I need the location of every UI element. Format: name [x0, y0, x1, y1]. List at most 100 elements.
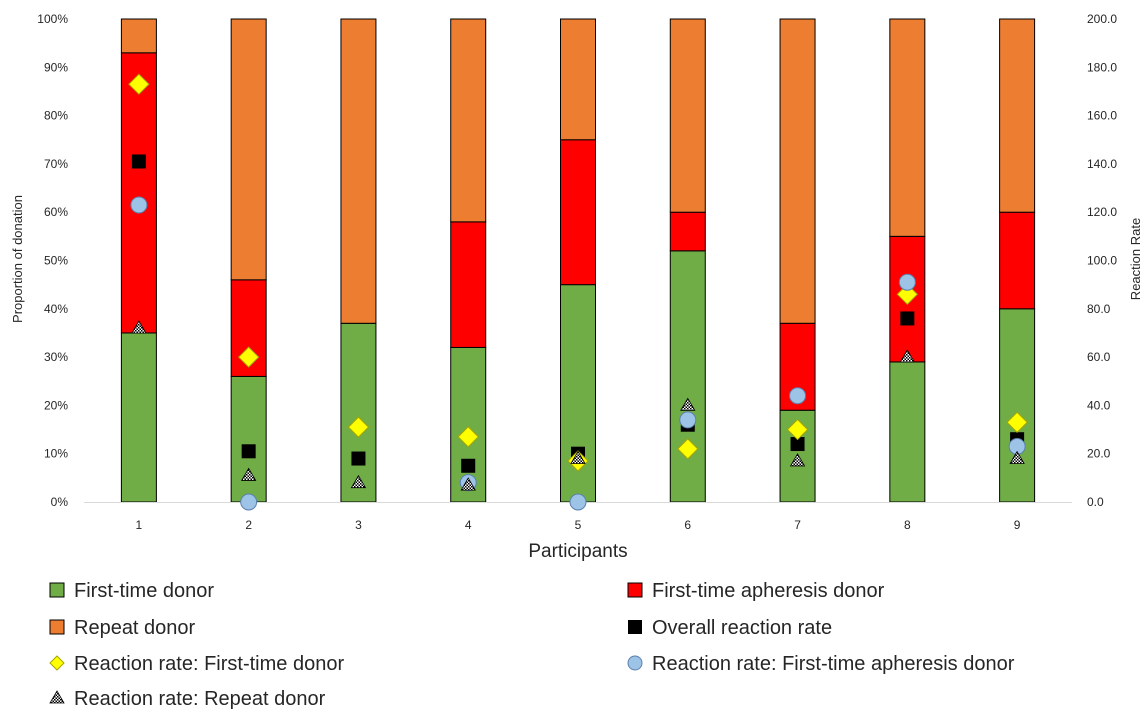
- legend-label: Repeat donor: [74, 617, 196, 639]
- y2-tick-label: 40.0: [1087, 398, 1111, 412]
- marker-reaction-rate-repeat-donor: [789, 453, 806, 467]
- y-tick-label: 40%: [44, 302, 68, 316]
- legend-swatch-repeat-donor: [49, 619, 65, 635]
- marker-reaction-rate-repeat-donor: [131, 320, 147, 334]
- bar-repeat-donor: [450, 18, 487, 223]
- y-tick-label: 80%: [44, 109, 68, 123]
- x-tick-label: 3: [355, 518, 362, 532]
- y-axis-title: Proportion of donation: [10, 195, 25, 323]
- marker-reaction-rate-repeat-donor: [350, 474, 367, 489]
- bar-first-time-apheresis-donor: [120, 52, 157, 334]
- y2-tick-label: 200.0: [1087, 12, 1117, 26]
- marker-reaction-rate-repeat-donor: [1009, 450, 1025, 464]
- bar-first-time-donor: [999, 308, 1036, 503]
- marker-reaction-rate-repeat-donor: [240, 467, 257, 481]
- x-tick-label: 1: [136, 518, 143, 532]
- x-tick-label: 7: [794, 518, 801, 532]
- legend-label: First-time apheresis donor: [652, 580, 885, 602]
- marker-reaction-rate-first-time-donor: [237, 346, 260, 368]
- bar-repeat-donor: [669, 18, 706, 213]
- legend-symbol-reaction-rate-repeat-donor: [49, 690, 65, 704]
- marker-reaction-rate-repeat-donor: [899, 349, 916, 363]
- y-tick-label: 0%: [51, 495, 69, 509]
- bar-first-time-donor: [230, 375, 267, 503]
- marker-overall-reaction-rate: [351, 451, 366, 466]
- marker-reaction-rate-first-time-apheresis-donor: [240, 493, 258, 511]
- x-tick-label: 4: [465, 518, 472, 532]
- y2-tick-label: 80.0: [1087, 302, 1111, 316]
- bar-first-time-donor: [889, 361, 926, 503]
- x-axis-title: Participants: [528, 541, 627, 562]
- y-tick-label: 70%: [44, 157, 68, 171]
- legend-label: Reaction rate: Repeat donor: [74, 688, 326, 710]
- marker-reaction-rate-first-time-donor: [457, 426, 479, 448]
- y2-tick-label: 180.0: [1087, 60, 1117, 74]
- x-tick-label: 5: [575, 518, 582, 532]
- bar-first-time-apheresis-donor: [999, 211, 1036, 310]
- markers: [128, 73, 1028, 511]
- bar-first-time-apheresis-donor: [669, 211, 706, 252]
- y2-tick-label: 0.0: [1087, 495, 1104, 509]
- legend-label: Overall reaction rate: [652, 617, 832, 639]
- x-tick-label: 6: [684, 518, 691, 532]
- bar-repeat-donor: [889, 18, 926, 237]
- y2-tick-label: 140.0: [1087, 157, 1117, 171]
- y-tick-label: 20%: [44, 398, 68, 412]
- marker-reaction-rate-first-time-donor: [347, 416, 370, 438]
- y2-axis-title: Reaction Rate: [1128, 218, 1143, 300]
- marker-reaction-rate-first-time-donor: [677, 438, 699, 460]
- y2-tick-label: 160.0: [1087, 109, 1117, 123]
- marker-reaction-rate-first-time-donor: [786, 418, 809, 441]
- y2-tick-label: 60.0: [1087, 350, 1111, 364]
- y-axis-ticks: 0% 10% 20% 30% 40% 50% 60% 70% 80% 90% 100%: [37, 12, 68, 509]
- legend-label: Reaction rate: First-time apheresis dono…: [652, 653, 1015, 675]
- y2-tick-label: 100.0: [1087, 254, 1117, 268]
- marker-overall-reaction-rate: [900, 311, 915, 326]
- marker-reaction-rate-first-time-donor: [128, 73, 150, 95]
- bar-first-time-apheresis-donor: [779, 322, 816, 411]
- marker-reaction-rate-repeat-donor: [460, 477, 476, 491]
- y-tick-label: 50%: [44, 254, 68, 268]
- bar-first-time-apheresis-donor: [889, 235, 926, 363]
- bar-repeat-donor: [340, 18, 377, 324]
- y2-tick-label: 20.0: [1087, 447, 1111, 461]
- y2-tick-label: 120.0: [1087, 205, 1117, 219]
- marker-reaction-rate-first-time-apheresis-donor: [898, 273, 916, 291]
- bar-repeat-donor: [999, 18, 1036, 213]
- marker-reaction-rate-first-time-apheresis-donor: [569, 493, 587, 511]
- x-axis-ticks: 1 2 3 4 5 6 7 8 9: [136, 518, 1021, 532]
- y-tick-label: 90%: [44, 60, 68, 74]
- y-tick-label: 60%: [44, 205, 68, 219]
- marker-reaction-rate-first-time-donor: [1006, 411, 1028, 434]
- bar-first-time-donor: [669, 250, 706, 503]
- bar-first-time-apheresis-donor: [560, 139, 596, 286]
- legend-symbol-reaction-rate-first-time-donor: [49, 655, 65, 671]
- bar-repeat-donor: [120, 18, 157, 54]
- legend: First-time donor First-time apheresis don…: [49, 580, 1015, 710]
- bar-repeat-donor: [779, 18, 816, 324]
- x-tick-label: 2: [245, 518, 252, 532]
- y-tick-label: 100%: [37, 12, 68, 26]
- bar-first-time-apheresis-donor: [450, 221, 487, 348]
- bar-repeat-donor: [560, 18, 596, 141]
- bar-first-time-donor: [120, 332, 157, 503]
- legend-symbol-reaction-rate-first-time-apheresis-donor: [627, 655, 643, 671]
- marker-reaction-rate-first-time-apheresis-donor: [130, 196, 148, 214]
- y-tick-label: 10%: [44, 447, 68, 461]
- marker-overall-reaction-rate: [241, 444, 256, 459]
- x-tick-label: 9: [1014, 518, 1021, 532]
- bar-repeat-donor: [230, 18, 267, 281]
- legend-label: Reaction rate: First-time donor: [74, 653, 344, 675]
- marker-reaction-rate-first-time-donor: [896, 283, 919, 306]
- legend-label: First-time donor: [74, 580, 214, 602]
- legend-swatch-first-time-donor: [49, 582, 65, 598]
- bars: [120, 18, 1036, 503]
- legend-swatch-first-time-apheresis-donor: [627, 582, 643, 598]
- marker-overall-reaction-rate: [790, 437, 805, 452]
- marker-overall-reaction-rate: [131, 154, 146, 169]
- y2-axis-ticks: 0.0 20.0 40.0 60.0 80.0 100.0 120.0 140.0 160.0 1…: [1087, 12, 1117, 509]
- marker-reaction-rate-repeat-donor: [570, 450, 586, 464]
- marker-reaction-rate-first-time-apheresis-donor: [679, 411, 697, 429]
- legend-symbol-overall-reaction-rate: [628, 620, 642, 634]
